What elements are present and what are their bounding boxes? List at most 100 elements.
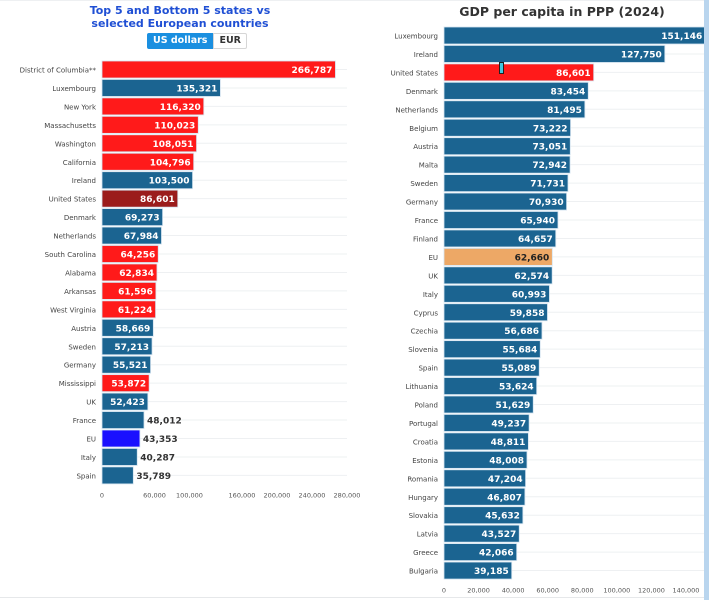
right-value-label: 59,858 (510, 309, 545, 319)
right-value-label: 55,089 (501, 364, 536, 374)
left-bar[interactable] (101, 411, 145, 429)
right-category-label: France (415, 217, 438, 225)
left-bar[interactable] (101, 79, 221, 97)
left-bar[interactable] (101, 392, 149, 411)
right-category-label: Luxembourg (394, 33, 438, 41)
right-bar[interactable] (443, 487, 526, 506)
right-bar[interactable] (443, 506, 524, 525)
left-value-label: 104,796 (150, 158, 191, 168)
left-bar[interactable] (101, 281, 157, 300)
left-bar[interactable] (101, 448, 138, 466)
left-bar[interactable] (101, 171, 193, 190)
left-category-label: Denmark (64, 214, 97, 222)
right-bar[interactable] (443, 266, 553, 285)
right-value-label: 73,222 (533, 124, 568, 134)
left-value-label: 55,521 (113, 361, 148, 371)
left-bar[interactable] (101, 60, 336, 79)
left-value-label: 108,051 (153, 140, 194, 150)
left-bar[interactable] (101, 374, 150, 393)
right-category-label: Netherlands (395, 106, 438, 114)
right-category-label: Lithuania (406, 383, 438, 391)
left-value-label: 58,669 (116, 324, 151, 334)
right-bar[interactable] (443, 100, 586, 119)
right-bar[interactable] (443, 155, 571, 174)
left-bar[interactable] (101, 300, 156, 319)
right-bar[interactable] (443, 81, 589, 100)
right-bar[interactable] (443, 118, 571, 137)
right-bar[interactable] (443, 26, 704, 45)
left-category-label: Mississippi (59, 380, 96, 388)
left-category-label: United States (49, 196, 97, 204)
left-bar[interactable] (101, 152, 195, 171)
right-bar[interactable] (443, 340, 541, 359)
left-bar[interactable] (101, 263, 158, 282)
right-category-label: Denmark (406, 88, 439, 96)
right-x-tick-label: 140,000 (673, 587, 700, 595)
right-x-tick-label: 60,000 (536, 587, 559, 595)
right-bar[interactable] (443, 432, 529, 451)
right-bar[interactable] (443, 284, 550, 303)
right-bar[interactable] (443, 358, 540, 377)
left-category-label: Luxembourg (52, 85, 96, 93)
right-value-label: 62,660 (515, 253, 550, 263)
right-x-tick-label: 20,000 (467, 587, 490, 595)
right-bar[interactable] (443, 211, 559, 229)
right-bar[interactable] (443, 561, 513, 580)
left-value-label: 62,834 (119, 269, 154, 279)
right-value-label: 49,237 (491, 419, 526, 429)
right-chart-title: GDP per capita in PPP (2024) (459, 4, 665, 19)
left-chart-title: Top 5 and Bottom 5 states vs selected Eu… (0, 4, 360, 30)
right-bar[interactable] (443, 524, 520, 543)
left-bar[interactable] (101, 355, 151, 374)
right-category-label: EU (428, 254, 438, 262)
left-bar[interactable] (101, 466, 134, 485)
left-value-label: 86,601 (140, 195, 175, 205)
right-bar[interactable] (443, 45, 666, 63)
left-x-tick-label: 100,000 (176, 491, 203, 499)
left-bar[interactable] (101, 97, 205, 116)
right-bar[interactable] (443, 229, 557, 248)
left-bar[interactable] (101, 189, 179, 208)
left-value-label: 61,596 (118, 287, 153, 297)
left-bar[interactable] (101, 318, 154, 337)
right-bar[interactable] (443, 137, 571, 156)
left-category-label: UK (86, 399, 96, 407)
right-value-label: 151,146 (661, 32, 702, 42)
right-bar[interactable] (443, 192, 568, 211)
left-bar[interactable] (101, 134, 197, 153)
right-x-tick-label: 0 (442, 587, 446, 595)
left-x-tick-label: 200,000 (264, 491, 291, 499)
right-x-tick-label: 120,000 (638, 587, 665, 595)
right-bar[interactable] (443, 174, 569, 193)
right-bar[interactable] (443, 247, 553, 266)
left-bar[interactable] (101, 245, 159, 263)
right-bar[interactable] (443, 469, 526, 488)
left-chart-panel: Top 5 and Bottom 5 states vs selected Eu… (0, 4, 360, 499)
right-bar[interactable] (443, 303, 548, 322)
left-value-label: 35,789 (136, 472, 171, 482)
left-category-label: Germany (64, 362, 96, 370)
currency-eur-button[interactable]: EUR (213, 33, 247, 49)
right-bar[interactable] (443, 450, 528, 469)
right-value-label: 45,632 (485, 512, 520, 522)
left-bar[interactable] (101, 115, 199, 134)
left-bar[interactable] (101, 208, 164, 227)
right-value-label: 62,574 (514, 272, 549, 282)
right-bar[interactable] (443, 414, 530, 432)
right-bar[interactable] (443, 63, 595, 82)
right-bar[interactable] (443, 395, 534, 414)
left-bar[interactable] (101, 429, 141, 448)
left-value-label: 48,012 (147, 417, 182, 427)
right-value-label: 53,624 (499, 383, 534, 393)
right-bar[interactable] (443, 321, 543, 340)
currency-usd-button[interactable]: US dollars (147, 33, 214, 49)
left-bar[interactable] (101, 337, 153, 356)
right-value-label: 51,629 (496, 401, 531, 411)
right-value-label: 70,930 (529, 198, 564, 208)
currency-toggle: US dollars EUR (147, 33, 247, 49)
left-bar[interactable] (101, 226, 162, 245)
right-bar[interactable] (443, 543, 518, 561)
left-x-tick-label: 160,000 (229, 491, 256, 499)
right-value-label: 64,657 (518, 235, 553, 245)
right-bar[interactable] (443, 377, 538, 395)
